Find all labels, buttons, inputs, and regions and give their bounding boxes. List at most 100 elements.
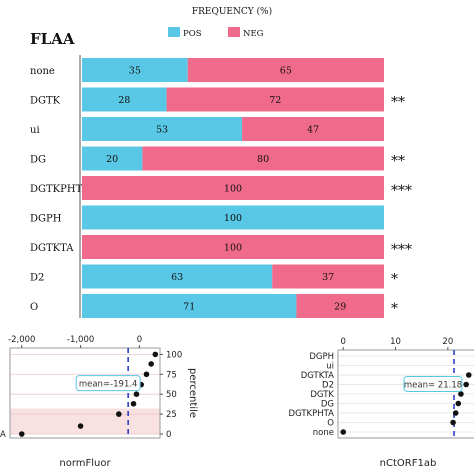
category-label: D2	[30, 273, 44, 284]
category-label: A	[0, 430, 6, 440]
mean-label: mean= 21.18	[404, 381, 462, 391]
data-label: 100	[224, 243, 242, 254]
data-label: 20	[106, 154, 118, 165]
chart-title: FLAA	[30, 30, 75, 48]
category-label: DGTKPHTA	[289, 409, 335, 419]
legend-label-neg: NEG	[243, 29, 264, 39]
data-point	[452, 410, 459, 416]
data-point	[116, 411, 122, 417]
data-label: 72	[269, 95, 281, 106]
data-label: 80	[257, 154, 269, 165]
x-tick-label: -1,000	[67, 335, 94, 345]
y-tick-label: 75	[166, 370, 177, 380]
bar-neg	[272, 264, 384, 289]
category-label: DGTK	[30, 96, 61, 107]
bar-pos	[82, 294, 297, 318]
category-label: DGPH	[30, 214, 62, 225]
data-point	[152, 351, 159, 358]
bar-neg	[187, 58, 384, 82]
y-tick-label: 25	[166, 410, 177, 420]
x-tick-label: 0	[137, 335, 142, 345]
x-tick-label: 10	[390, 337, 401, 347]
bar-neg	[82, 176, 384, 200]
legend-label-pos: POS	[183, 29, 202, 39]
category-label: DGTKTA	[30, 243, 74, 254]
category-label: D2	[322, 381, 334, 391]
y-tick-label: 100	[166, 350, 182, 360]
data-label: 53	[156, 125, 168, 136]
bar-pos	[82, 58, 188, 82]
data-point	[340, 429, 347, 435]
x-axis-label: normFluor	[59, 458, 111, 469]
data-label: 35	[129, 66, 141, 77]
category-label: none	[30, 66, 55, 77]
data-point	[455, 400, 462, 407]
data-label: 63	[171, 272, 183, 283]
category-label: DG	[30, 155, 46, 166]
category-label: O	[327, 419, 334, 429]
category-label: DG	[321, 400, 334, 410]
data-point	[143, 371, 150, 378]
data-label: 28	[118, 95, 130, 106]
significance-marker: ***	[391, 242, 412, 258]
data-point	[130, 400, 137, 407]
legend-swatch-neg	[228, 27, 240, 37]
data-point	[77, 423, 84, 429]
data-point	[148, 361, 154, 367]
data-point	[133, 391, 140, 397]
shaded-band	[10, 408, 160, 435]
data-label: 29	[334, 302, 346, 313]
x-tick-label: -2,000	[8, 335, 35, 345]
data-point	[138, 381, 144, 388]
category-label: DGPH	[309, 352, 334, 362]
bar-pos	[82, 117, 243, 141]
y-tick-label: 50	[166, 390, 177, 400]
data-point	[458, 391, 464, 397]
y-axis-label: percentile	[187, 368, 198, 418]
data-label: 65	[280, 66, 292, 77]
mean-label-box	[403, 376, 463, 392]
data-label: 37	[322, 272, 334, 283]
mean-label-box	[75, 375, 141, 392]
data-point	[463, 381, 469, 388]
data-point	[18, 431, 25, 437]
bar-neg	[242, 117, 384, 141]
bar-neg	[296, 294, 384, 318]
category-label: none	[313, 428, 334, 438]
frequency-header: FREQUENCY (%)	[192, 6, 272, 17]
bar-neg	[166, 87, 384, 112]
category-label: ui	[30, 125, 40, 136]
bar-neg	[82, 235, 384, 259]
significance-marker: **	[391, 154, 405, 170]
significance-marker: ***	[391, 183, 412, 199]
legend-swatch-pos	[168, 27, 180, 37]
x-tick-label: 20	[442, 337, 453, 347]
bar-pos	[82, 146, 143, 171]
category-label: DGTKPHTA	[30, 184, 90, 195]
x-axis-label: nCtORF1ab	[380, 458, 437, 469]
bar-pos	[82, 205, 384, 230]
bar-neg	[142, 146, 384, 171]
significance-marker: **	[391, 95, 405, 111]
bar-pos	[82, 87, 167, 112]
y-tick-label: 0	[166, 430, 171, 440]
data-point	[465, 372, 472, 378]
data-label: 47	[307, 125, 319, 136]
bar-pos	[82, 264, 273, 289]
category-label: DGTKTA	[301, 371, 334, 381]
category-label: ui	[326, 362, 334, 372]
data-label: 100	[224, 184, 242, 195]
x-tick-label: 0	[341, 337, 346, 347]
data-point	[450, 419, 456, 426]
data-label: 100	[224, 213, 242, 224]
mean-annotation: mean=-191.4	[75, 375, 141, 392]
mean-annotation: mean= 21.18	[403, 376, 463, 392]
category-label: DGTK	[310, 390, 334, 400]
frequency-bar-chart: FLAA FREQUENCY (%) POS NEG none 35 65 DGTK 28…	[30, 6, 412, 318]
mean-label: mean=-191.4	[79, 380, 138, 390]
plot-border	[9, 347, 161, 439]
legend: POS NEG	[168, 27, 264, 39]
bars-group: none 35 65 DGTK 28 72 ** ui 53 47 DG 20 80 ** DGTKPHTA…	[30, 58, 412, 318]
category-label: O	[30, 302, 38, 313]
data-label: 71	[183, 302, 195, 313]
